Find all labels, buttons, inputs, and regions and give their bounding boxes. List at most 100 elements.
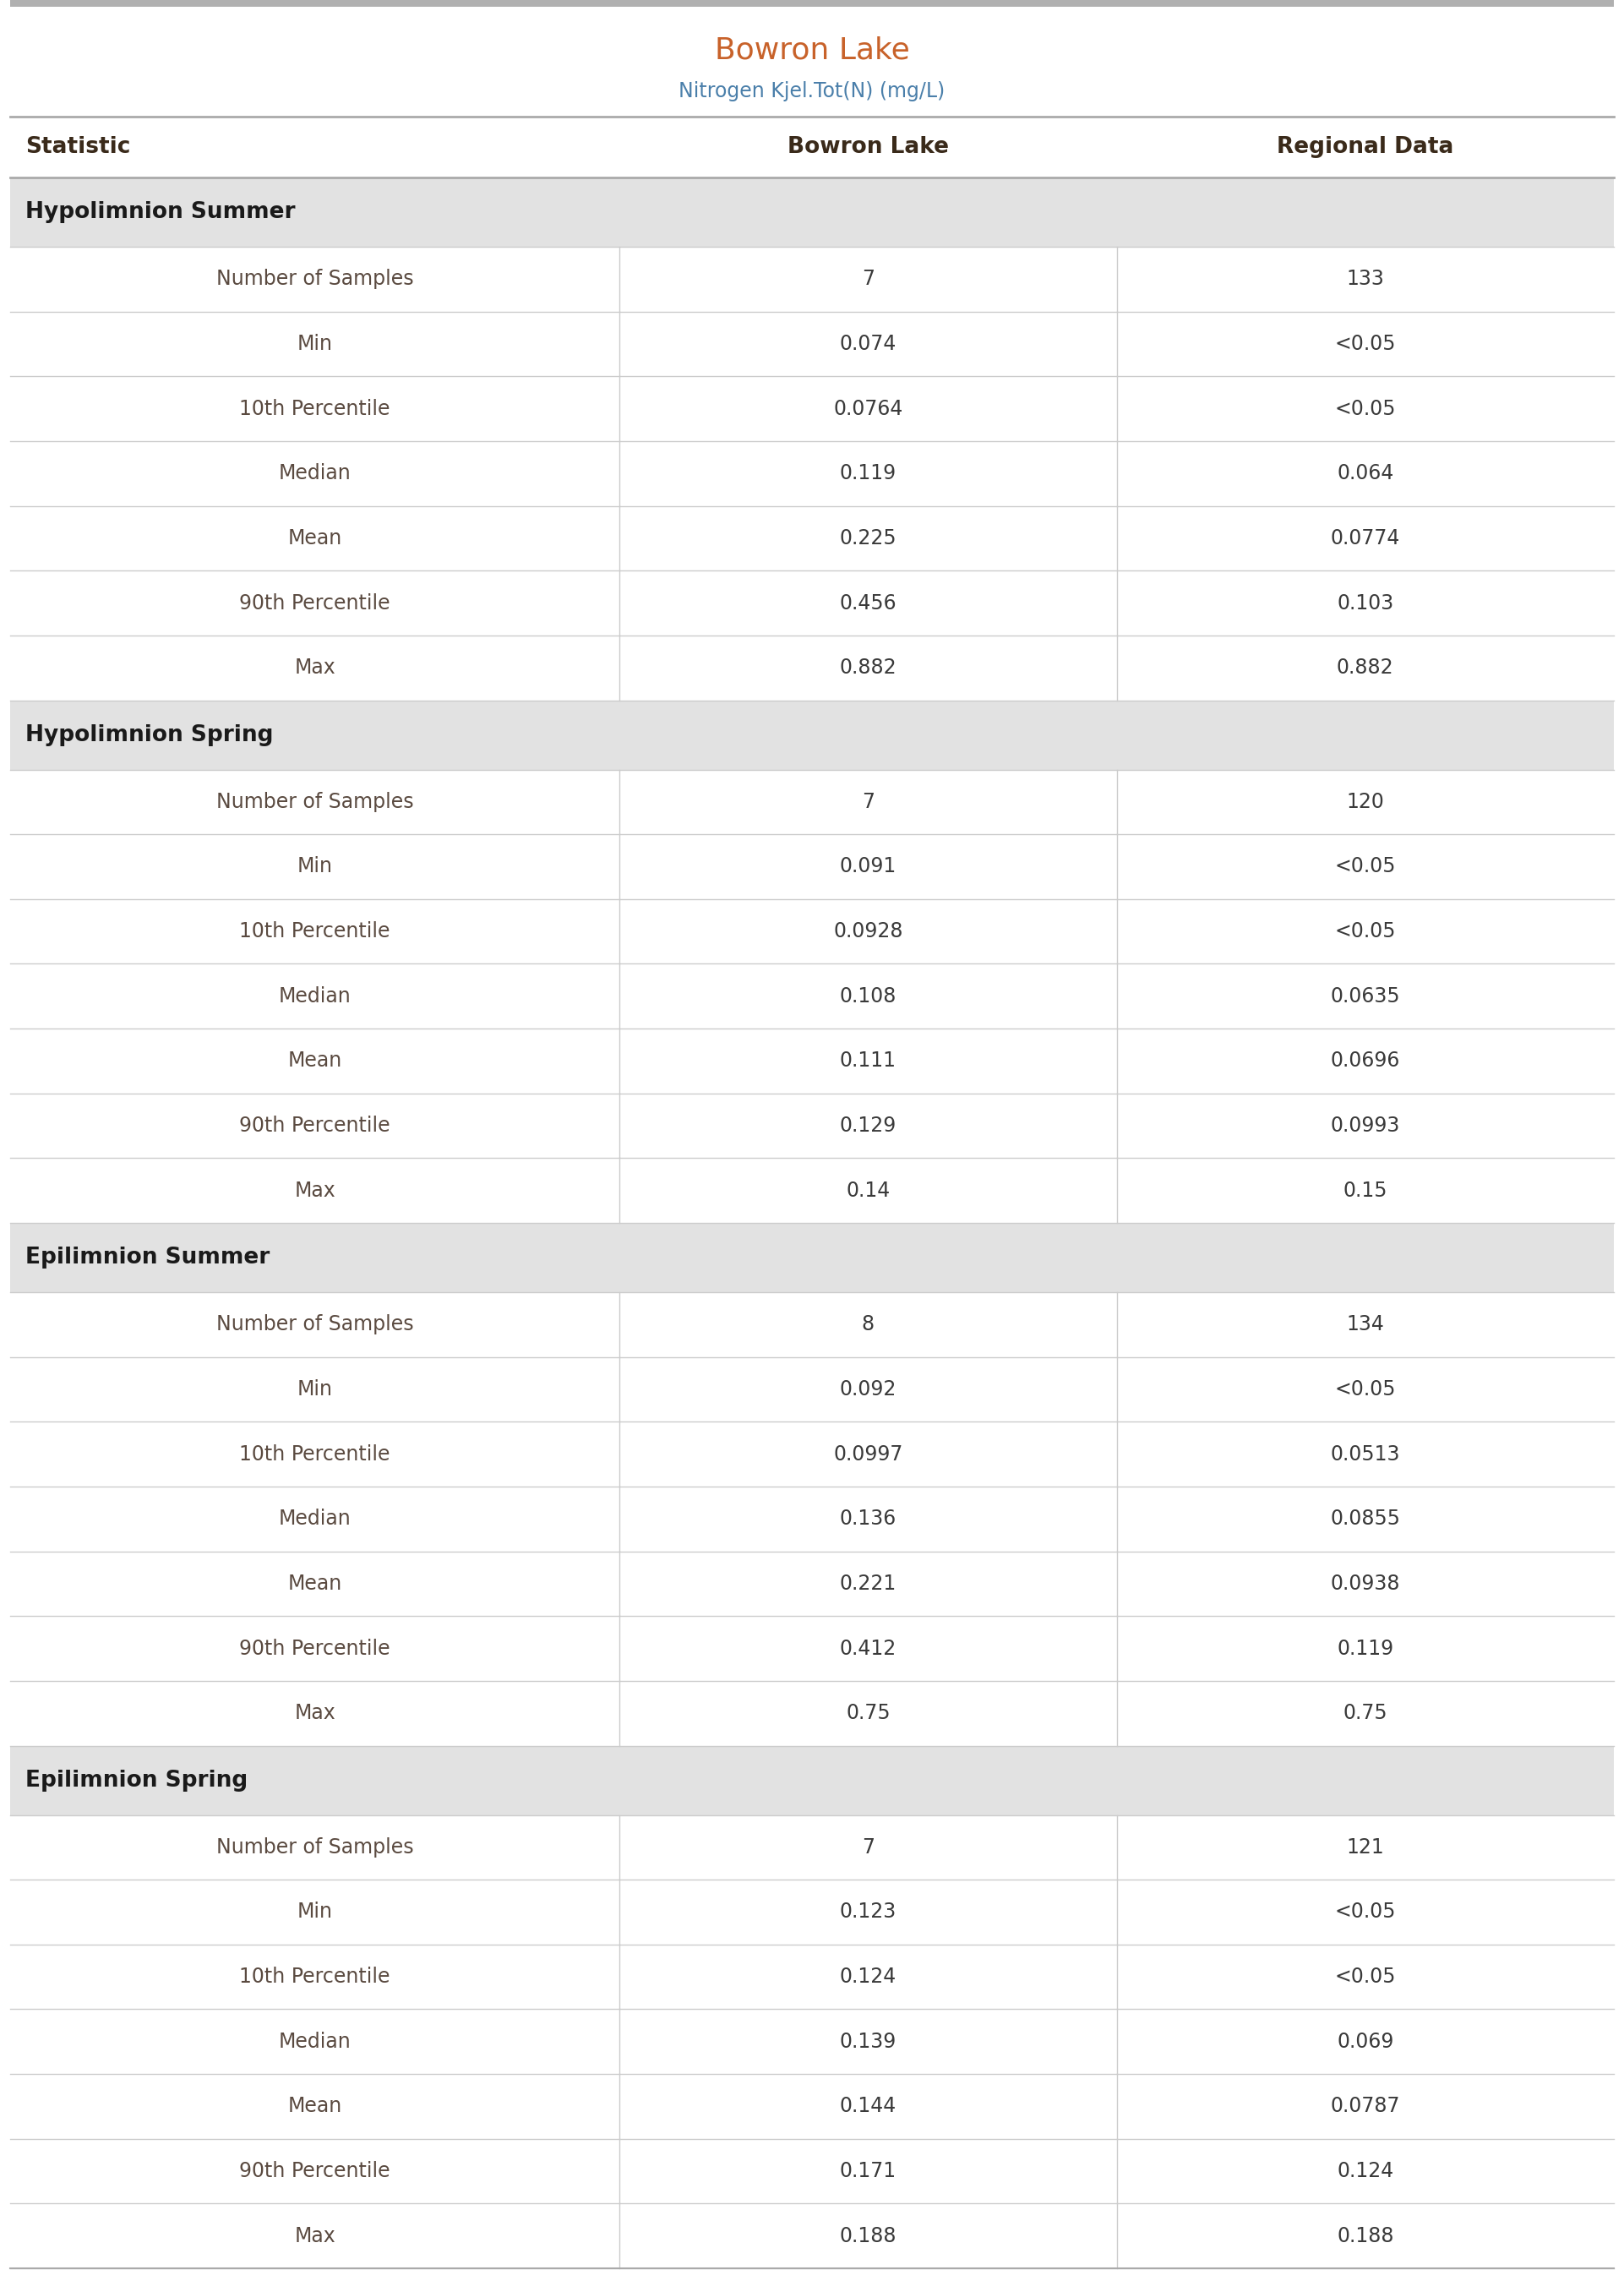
Bar (10, 699, 1614, 770)
Text: 0.412: 0.412 (840, 1639, 896, 1659)
Text: 0.111: 0.111 (840, 1051, 896, 1071)
Text: Min: Min (297, 1380, 333, 1401)
Bar (10, 899, 1614, 965)
Bar (10, 1680, 1614, 1746)
Text: 0.123: 0.123 (840, 1902, 896, 1923)
Text: 0.14: 0.14 (846, 1180, 890, 1201)
Text: <0.05: <0.05 (1335, 1902, 1397, 1923)
Bar (10, 1945, 1614, 2009)
Text: 10th Percentile: 10th Percentile (239, 1444, 390, 1464)
Text: 120: 120 (1346, 792, 1384, 813)
Text: 0.882: 0.882 (1337, 658, 1393, 679)
Text: 0.75: 0.75 (846, 1702, 890, 1723)
Text: <0.05: <0.05 (1335, 1380, 1397, 1401)
Text: 10th Percentile: 10th Percentile (239, 1966, 390, 1986)
Text: Mean: Mean (287, 1051, 343, 1071)
Bar (10, 116, 1614, 177)
Text: Mean: Mean (287, 1573, 343, 1594)
Text: 0.074: 0.074 (840, 334, 896, 354)
Bar (10, 377, 1614, 440)
Bar (10, 2204, 1614, 2268)
Bar (10, 1028, 1614, 1094)
Text: <0.05: <0.05 (1335, 1966, 1397, 1986)
Bar (10, 1487, 1614, 1550)
Text: Max: Max (294, 2227, 336, 2245)
Text: 0.0855: 0.0855 (1330, 1510, 1400, 1530)
Bar (10, 2009, 1614, 2075)
Bar (10, 311, 1614, 377)
Text: <0.05: <0.05 (1335, 400, 1397, 420)
Bar (10, 1158, 1614, 1224)
Text: 0.0993: 0.0993 (1330, 1115, 1400, 1135)
Text: Max: Max (294, 658, 336, 679)
Text: 0.15: 0.15 (1343, 1180, 1387, 1201)
Text: Median: Median (279, 985, 351, 1006)
Text: Number of Samples: Number of Samples (216, 1836, 414, 1857)
Text: 0.0787: 0.0787 (1330, 2095, 1400, 2116)
Bar (10, 770, 1614, 835)
Bar (10, 1094, 1614, 1158)
Text: 90th Percentile: 90th Percentile (239, 2161, 390, 2181)
Text: 0.188: 0.188 (1337, 2227, 1393, 2245)
Text: 0.119: 0.119 (1337, 1639, 1393, 1659)
Text: 0.456: 0.456 (840, 592, 896, 613)
Text: Mean: Mean (287, 2095, 343, 2116)
Text: 0.225: 0.225 (840, 529, 896, 549)
Text: Number of Samples: Number of Samples (216, 1314, 414, 1335)
Bar (10, 1880, 1614, 1945)
Text: Nitrogen Kjel.Tot(N) (mg/L): Nitrogen Kjel.Tot(N) (mg/L) (679, 82, 945, 102)
Text: 0.0997: 0.0997 (833, 1444, 903, 1464)
Bar (10, 1616, 1614, 1680)
Text: Median: Median (279, 1510, 351, 1530)
Bar (10, 506, 1614, 570)
Text: 0.221: 0.221 (840, 1573, 896, 1594)
Bar (10, 247, 1614, 311)
Text: Regional Data: Regional Data (1276, 136, 1453, 159)
Text: 90th Percentile: 90th Percentile (239, 1115, 390, 1135)
Text: 7: 7 (862, 792, 874, 813)
Text: 0.119: 0.119 (840, 463, 896, 484)
Text: 0.064: 0.064 (1337, 463, 1393, 484)
Text: Statistic: Statistic (26, 136, 130, 159)
Text: Min: Min (297, 856, 333, 876)
Text: Hypolimnion Summer: Hypolimnion Summer (26, 202, 296, 222)
Text: 90th Percentile: 90th Percentile (239, 592, 390, 613)
Text: 0.124: 0.124 (1337, 2161, 1393, 2181)
Text: 0.103: 0.103 (1337, 592, 1393, 613)
Text: 0.129: 0.129 (840, 1115, 896, 1135)
Bar (10, 965, 1614, 1028)
Bar (10, 1816, 1614, 1880)
Text: Min: Min (297, 334, 333, 354)
Bar (10, 1421, 1614, 1487)
Text: 0.092: 0.092 (840, 1380, 896, 1401)
Text: Epilimnion Summer: Epilimnion Summer (26, 1246, 270, 1269)
Text: 0.0928: 0.0928 (833, 922, 903, 942)
Text: 10th Percentile: 10th Percentile (239, 922, 390, 942)
Text: 133: 133 (1346, 270, 1384, 288)
Text: 0.171: 0.171 (840, 2161, 896, 2181)
Bar (10, 440, 1614, 506)
Text: 7: 7 (862, 1836, 874, 1857)
Text: 134: 134 (1346, 1314, 1384, 1335)
Text: <0.05: <0.05 (1335, 922, 1397, 942)
Bar (10, 636, 1614, 699)
Bar (10, 2138, 1614, 2204)
Text: Epilimnion Spring: Epilimnion Spring (26, 1768, 248, 1791)
Text: Max: Max (294, 1702, 336, 1723)
Text: Max: Max (294, 1180, 336, 1201)
Text: 0.069: 0.069 (1337, 2032, 1393, 2052)
Text: 90th Percentile: 90th Percentile (239, 1639, 390, 1659)
Text: 0.144: 0.144 (840, 2095, 896, 2116)
Text: 0.0764: 0.0764 (833, 400, 903, 420)
Text: 0.0774: 0.0774 (1330, 529, 1400, 549)
Text: 0.108: 0.108 (840, 985, 896, 1006)
Text: 0.882: 0.882 (840, 658, 896, 679)
Bar (10, 1550, 1614, 1616)
Text: 0.0938: 0.0938 (1330, 1573, 1400, 1594)
Text: Median: Median (279, 2032, 351, 2052)
Bar (10, 1224, 1614, 1292)
Text: Median: Median (279, 463, 351, 484)
Text: 121: 121 (1346, 1836, 1384, 1857)
Text: Hypolimnion Spring: Hypolimnion Spring (26, 724, 273, 747)
Text: Mean: Mean (287, 529, 343, 549)
